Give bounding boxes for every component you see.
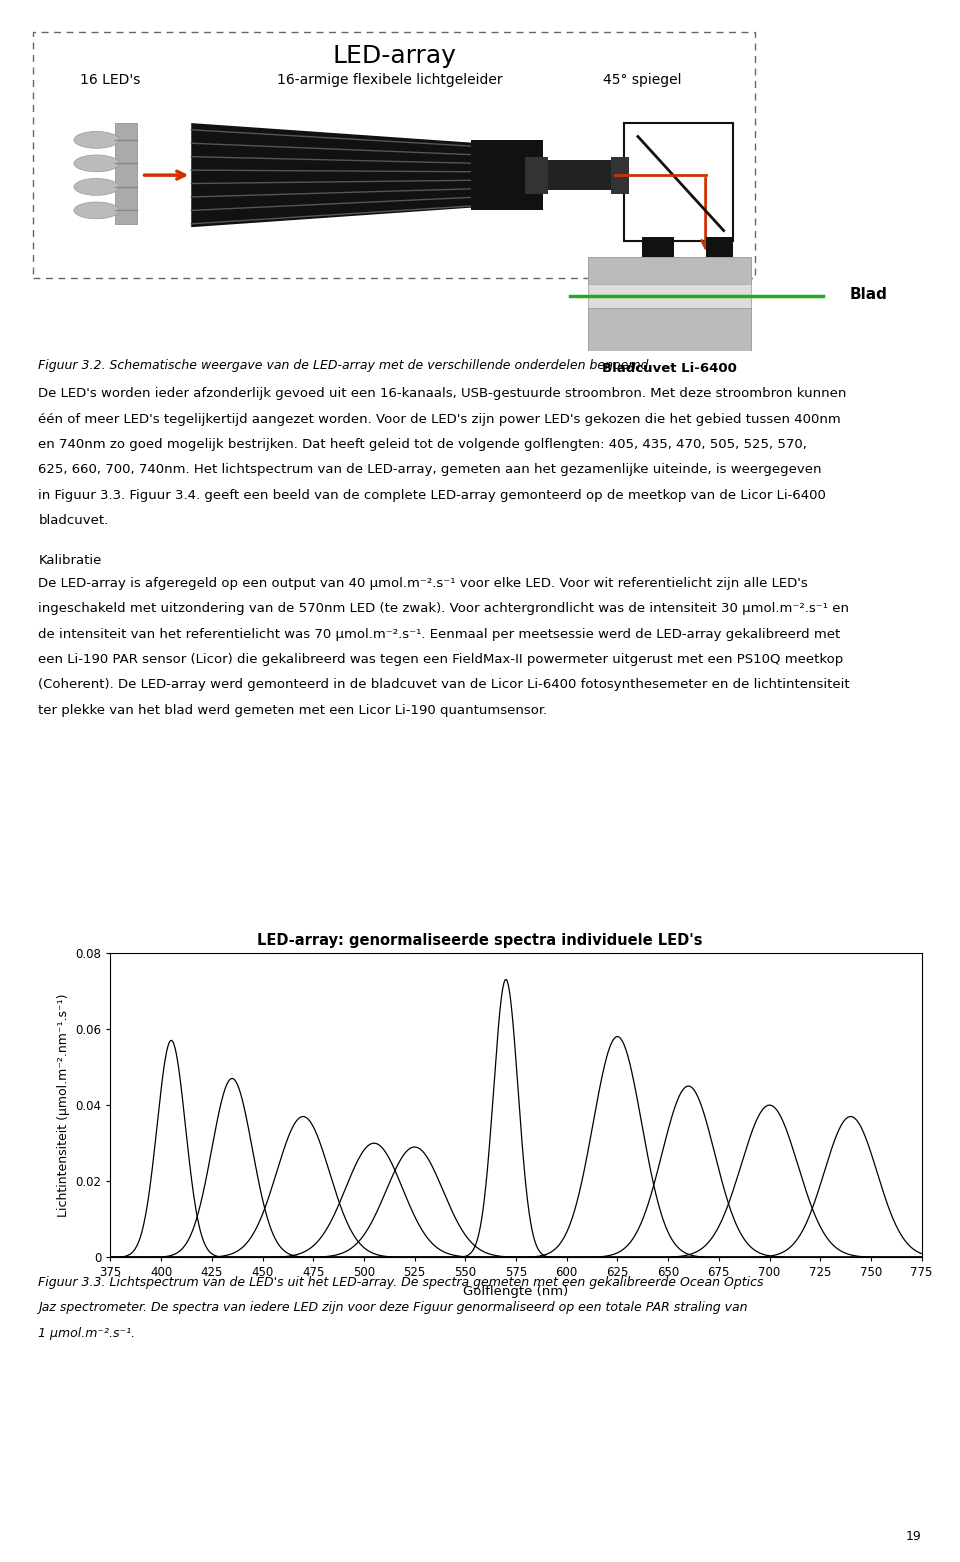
Y-axis label: Lichtintensiteit (μmol.m⁻².nm⁻¹.s⁻¹): Lichtintensiteit (μmol.m⁻².nm⁻¹.s⁻¹) — [57, 993, 70, 1217]
X-axis label: Golflengte (nm): Golflengte (nm) — [464, 1286, 568, 1298]
Text: LED-array: genormaliseerde spectra individuele LED's: LED-array: genormaliseerde spectra indiv… — [257, 933, 703, 948]
Text: Jaz spectrometer. De spectra van iedere LED zijn voor deze Figuur genormaliseerd: Jaz spectrometer. De spectra van iedere … — [38, 1301, 748, 1315]
Text: ter plekke van het blad werd gemeten met een Licor Li-190 quantumsensor.: ter plekke van het blad werd gemeten met… — [38, 703, 547, 717]
Text: Figuur 3.3. Lichtspectrum van de LED's uit het LED-array. De spectra gemeten met: Figuur 3.3. Lichtspectrum van de LED's u… — [38, 1276, 764, 1289]
Text: 19: 19 — [906, 1531, 922, 1543]
Text: LED-array: LED-array — [332, 44, 456, 69]
Text: ingeschakeld met uitzondering van de 570nm LED (te zwak). Voor achtergrondlicht : ingeschakeld met uitzondering van de 570… — [38, 603, 850, 615]
Bar — [611, 156, 629, 194]
Circle shape — [74, 131, 119, 148]
Bar — [543, 159, 615, 191]
Text: 16 LED's: 16 LED's — [80, 73, 140, 87]
Bar — [588, 284, 751, 308]
Bar — [642, 237, 674, 258]
Circle shape — [74, 201, 119, 219]
Bar — [34, 33, 756, 278]
Bar — [588, 258, 751, 284]
Text: Figuur 3.2. Schematische weergave van de LED-array met de verschillende onderdel: Figuur 3.2. Schematische weergave van de… — [38, 359, 653, 372]
Text: en 740nm zo goed mogelijk bestrijken. Dat heeft geleid tot de volgende golflengt: en 740nm zo goed mogelijk bestrijken. Da… — [38, 437, 807, 451]
Bar — [624, 123, 732, 241]
Text: De LED-array is afgeregeld op een output van 40 μmol.m⁻².s⁻¹ voor elke LED. Voor: De LED-array is afgeregeld op een output… — [38, 576, 808, 590]
Text: een Li-190 PAR sensor (Licor) die gekalibreerd was tegen een FieldMax-II powerme: een Li-190 PAR sensor (Licor) die gekali… — [38, 653, 844, 665]
Bar — [471, 141, 543, 211]
Text: De LED's worden ieder afzonderlijk gevoed uit een 16-kanaals, USB-gestuurde stro: De LED's worden ieder afzonderlijk gevoe… — [38, 387, 847, 400]
Text: Bladcuvet Li-6400: Bladcuvet Li-6400 — [602, 361, 737, 375]
Text: 1 μmol.m⁻².s⁻¹.: 1 μmol.m⁻².s⁻¹. — [38, 1326, 135, 1340]
Text: de intensiteit van het referentielicht was 70 μmol.m⁻².s⁻¹. Eenmaal per meetsess: de intensiteit van het referentielicht w… — [38, 628, 841, 640]
Bar — [588, 308, 751, 351]
Bar — [114, 123, 137, 223]
Circle shape — [74, 178, 119, 195]
Text: Kalibratie: Kalibratie — [38, 555, 102, 567]
Text: bladcuvet.: bladcuvet. — [38, 514, 108, 526]
Text: 45° spiegel: 45° spiegel — [603, 73, 682, 87]
Text: één of meer LED's tegelijkertijd aangezet worden. Voor de LED's zijn power LED's: één of meer LED's tegelijkertijd aangeze… — [38, 412, 841, 426]
Polygon shape — [191, 123, 480, 226]
Bar — [706, 237, 732, 258]
Text: 625, 660, 700, 740nm. Het lichtspectrum van de LED-array, gemeten aan het gezame: 625, 660, 700, 740nm. Het lichtspectrum … — [38, 464, 822, 476]
Text: in Figuur 3.3. Figuur 3.4. geeft een beeld van de complete LED-array gemonteerd : in Figuur 3.3. Figuur 3.4. geeft een bee… — [38, 489, 827, 501]
Bar — [525, 156, 547, 194]
Bar — [588, 258, 751, 351]
Text: (Coherent). De LED-array werd gemonteerd in de bladcuvet van de Licor Li-6400 fo: (Coherent). De LED-array werd gemonteerd… — [38, 678, 850, 692]
Circle shape — [74, 155, 119, 172]
Text: 16-armige flexibele lichtgeleider: 16-armige flexibele lichtgeleider — [276, 73, 503, 87]
Text: Blad: Blad — [850, 287, 888, 301]
